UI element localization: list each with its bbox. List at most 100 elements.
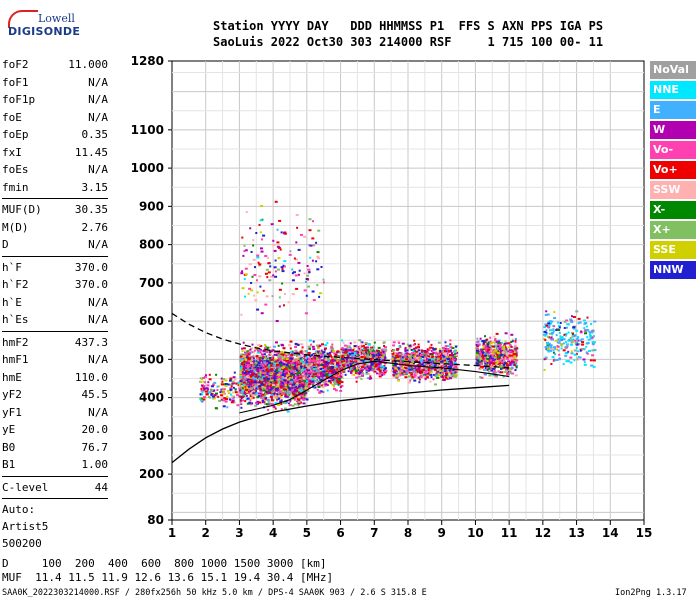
- echo-dot: [435, 374, 439, 377]
- echo-dot: [307, 362, 311, 365]
- echo-dot: [294, 398, 298, 401]
- echo-dot: [270, 394, 274, 396]
- echo-dot: [319, 372, 323, 375]
- echo-dot: [369, 359, 372, 361]
- param-label: foF1: [2, 75, 29, 89]
- echo-dot: [240, 353, 243, 356]
- echo-dot: [255, 392, 258, 395]
- echo-dot: [337, 367, 340, 370]
- echo-dot: [265, 376, 268, 379]
- echo-dot: [399, 355, 402, 358]
- echo-dot: [311, 345, 315, 348]
- echo-dot: [257, 351, 260, 354]
- echo-dot: [414, 370, 417, 373]
- echo-dot: [415, 346, 419, 349]
- echo-dot: [317, 351, 320, 354]
- echo-dot: [424, 367, 428, 370]
- echo-dot: [440, 373, 444, 376]
- echo-dot: [331, 372, 334, 375]
- echo-dot: [357, 368, 360, 371]
- echo-dot: [393, 374, 397, 377]
- echo-dot: [368, 352, 372, 354]
- echo-dot: [449, 339, 452, 342]
- legend-item-e-2: E: [650, 101, 696, 119]
- echo-dot: [262, 401, 265, 404]
- echo-dot: [240, 406, 243, 409]
- echo-dot: [294, 353, 298, 356]
- echo-dot: [303, 372, 306, 374]
- echo-dot: [431, 350, 434, 353]
- echo-dot: [283, 384, 286, 387]
- echo-dot: [320, 367, 322, 370]
- echo-dot: [247, 352, 250, 355]
- echo-dot: [303, 366, 307, 369]
- echo-dot: [317, 386, 321, 388]
- echo-dot: [363, 344, 365, 347]
- echo-dot: [240, 363, 243, 365]
- echo-dot: [277, 373, 280, 376]
- param-divider: [2, 198, 108, 199]
- echo-dot: [454, 364, 458, 367]
- echo-dot: [279, 359, 283, 362]
- echo-dot: [258, 401, 262, 404]
- param-value: 370.0: [74, 260, 108, 274]
- echo-dot: [300, 362, 303, 365]
- echo-dot: [242, 383, 245, 386]
- echo-dot: [338, 359, 342, 362]
- echo-dot: [344, 357, 347, 360]
- param-row: h`F 370.0: [2, 259, 108, 277]
- echo-dot: [346, 364, 349, 367]
- echo-dot: [416, 364, 419, 367]
- param-row: B0 76.7: [2, 439, 108, 457]
- echo-dot: [446, 359, 450, 362]
- echo-dot: [259, 368, 263, 371]
- echo-dot: [267, 388, 271, 391]
- echo-dot: [438, 367, 442, 370]
- echo-dot: [451, 347, 455, 349]
- echo-dot: [249, 385, 253, 388]
- echo-dot: [381, 374, 384, 377]
- echo-dot: [418, 378, 421, 381]
- echo-dot: [361, 345, 363, 348]
- echo-dot: [282, 392, 286, 395]
- echo-dot: [302, 350, 306, 353]
- echo-dot: [451, 354, 454, 357]
- echo-dot: [295, 397, 298, 400]
- echo-dot: [294, 390, 297, 393]
- echo-dot: [436, 372, 439, 375]
- echo-dot: [327, 356, 330, 359]
- echo-dot: [255, 402, 258, 404]
- echo-dot: [324, 361, 328, 364]
- echo-dot: [325, 372, 329, 375]
- echo-dot: [409, 365, 411, 368]
- echo-dot: [259, 374, 263, 377]
- echo-dot: [397, 369, 400, 372]
- echo-dot: [408, 368, 412, 371]
- echo-dot: [424, 350, 427, 353]
- echo-dot: [342, 369, 346, 372]
- echo-dot: [246, 384, 250, 387]
- echo-dot: [331, 363, 333, 366]
- echo-dot: [437, 341, 441, 344]
- echo-dot: [381, 354, 384, 357]
- echo-dot: [374, 355, 377, 358]
- echo-dot: [251, 366, 254, 369]
- echo-dot: [345, 347, 349, 350]
- echo-dot: [323, 374, 327, 377]
- param-row: foEp 0.35: [2, 126, 108, 144]
- echo-dot: [422, 369, 426, 372]
- echo-dot: [297, 370, 301, 373]
- echo-dot: [287, 376, 291, 379]
- echo-dot: [453, 361, 457, 364]
- echo-dot: [422, 359, 425, 362]
- echo-dot: [410, 348, 413, 351]
- x-tick-label: 2: [202, 526, 210, 540]
- echo-dot: [247, 360, 250, 363]
- echo-dot: [437, 370, 440, 373]
- echo-dot: [327, 360, 330, 363]
- echo-dot: [269, 350, 272, 353]
- echo-dot: [344, 373, 347, 376]
- echo-dot: [433, 368, 437, 371]
- param-value: 2.76: [81, 220, 109, 234]
- echo-dot: [357, 365, 360, 368]
